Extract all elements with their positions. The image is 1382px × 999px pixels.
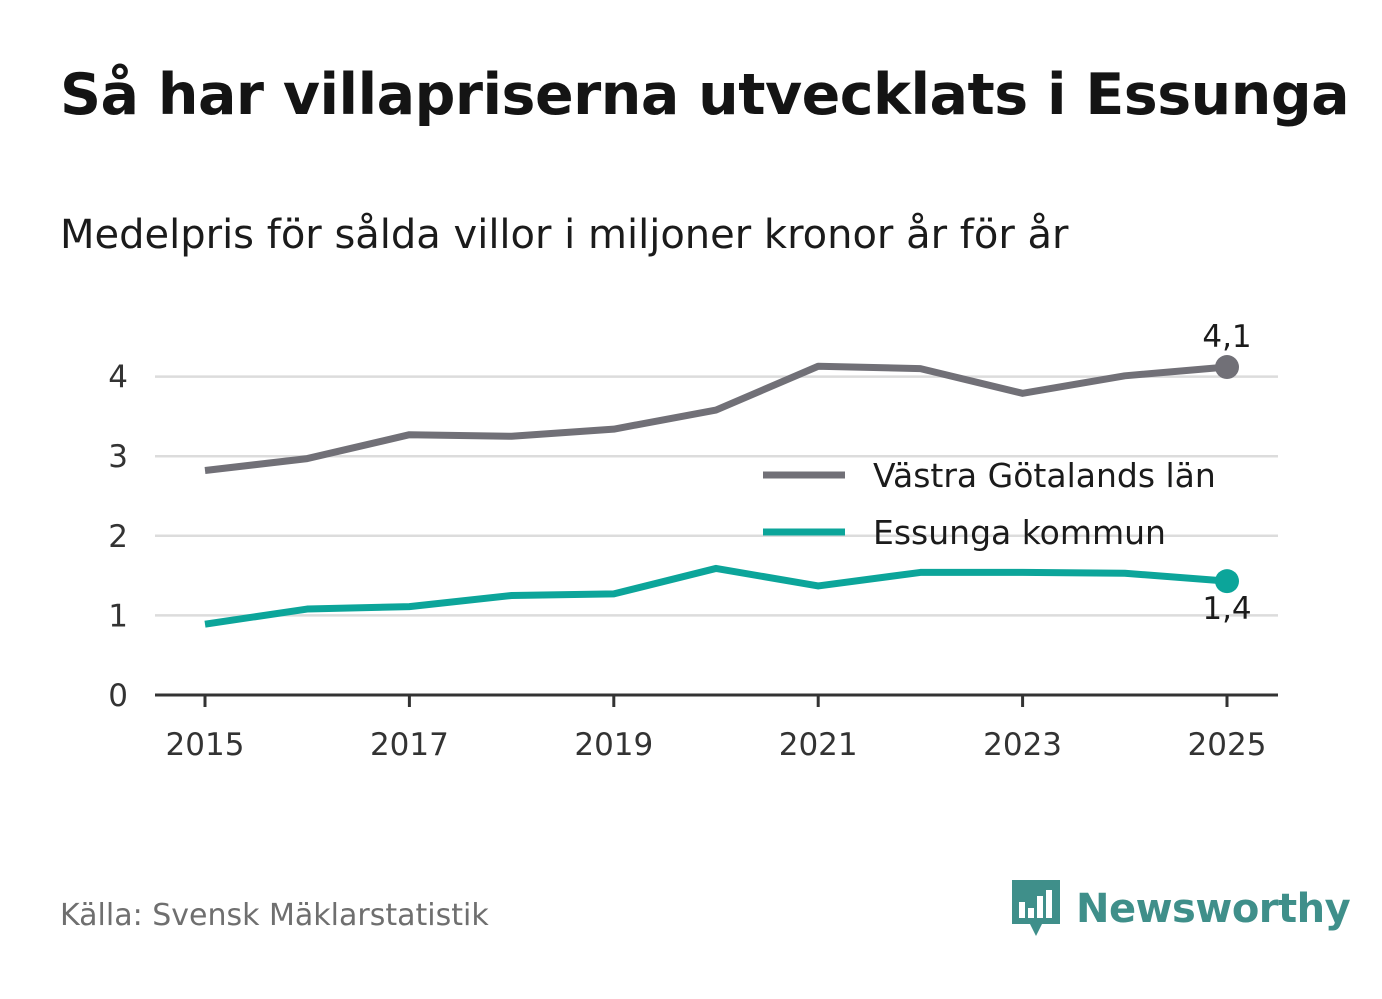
x-tick-label: 2023: [983, 727, 1062, 763]
y-tick-label: 4: [108, 360, 128, 396]
end-point-marker: [1215, 355, 1239, 380]
legend-label: Västra Götalands län: [873, 456, 1216, 495]
y-tick-label: 3: [108, 439, 128, 475]
line-chart: 0 1 2 3 4 2015 2017 2019 2021 2023 2025 Västra Göt…: [108, 319, 1278, 763]
chart-title: Så har villapriserna utvecklats i Essung…: [60, 62, 1350, 128]
gridlines: [155, 375, 1278, 617]
legend: Västra Götalands län Essunga kommun: [763, 456, 1216, 552]
x-tick-label: 2021: [779, 727, 858, 763]
end-value-label: 4,1: [1202, 319, 1251, 355]
y-tick-label: 1: [108, 598, 128, 634]
end-point-marker: [1215, 569, 1239, 594]
series-line-0: [204, 362, 1228, 475]
y-tick-label: 0: [108, 678, 128, 714]
series-lines: [204, 355, 1239, 628]
brand-name: Newsworthy: [1076, 886, 1351, 932]
x-tick-label: 2017: [370, 727, 449, 763]
end-labels: 4,1 1,4: [1202, 319, 1251, 627]
chart-subtitle: Medelpris för sålda villor i miljoner kr…: [60, 212, 1069, 258]
end-value-label: 1,4: [1202, 591, 1251, 627]
legend-label: Essunga kommun: [873, 513, 1166, 552]
x-tick-label: 2015: [166, 727, 245, 763]
axes: 0 1 2 3 4 2015 2017 2019 2021 2023 2025: [108, 360, 1278, 763]
x-tick-label: 2025: [1188, 727, 1267, 763]
y-tick-label: 2: [108, 519, 128, 555]
bar-chart-speech-bubble-icon: [1012, 880, 1060, 936]
source-note: Källa: Svensk Mäklarstatistik: [60, 898, 489, 933]
x-tick-label: 2019: [574, 727, 653, 763]
brand-logo: Newsworthy: [1010, 878, 1351, 940]
